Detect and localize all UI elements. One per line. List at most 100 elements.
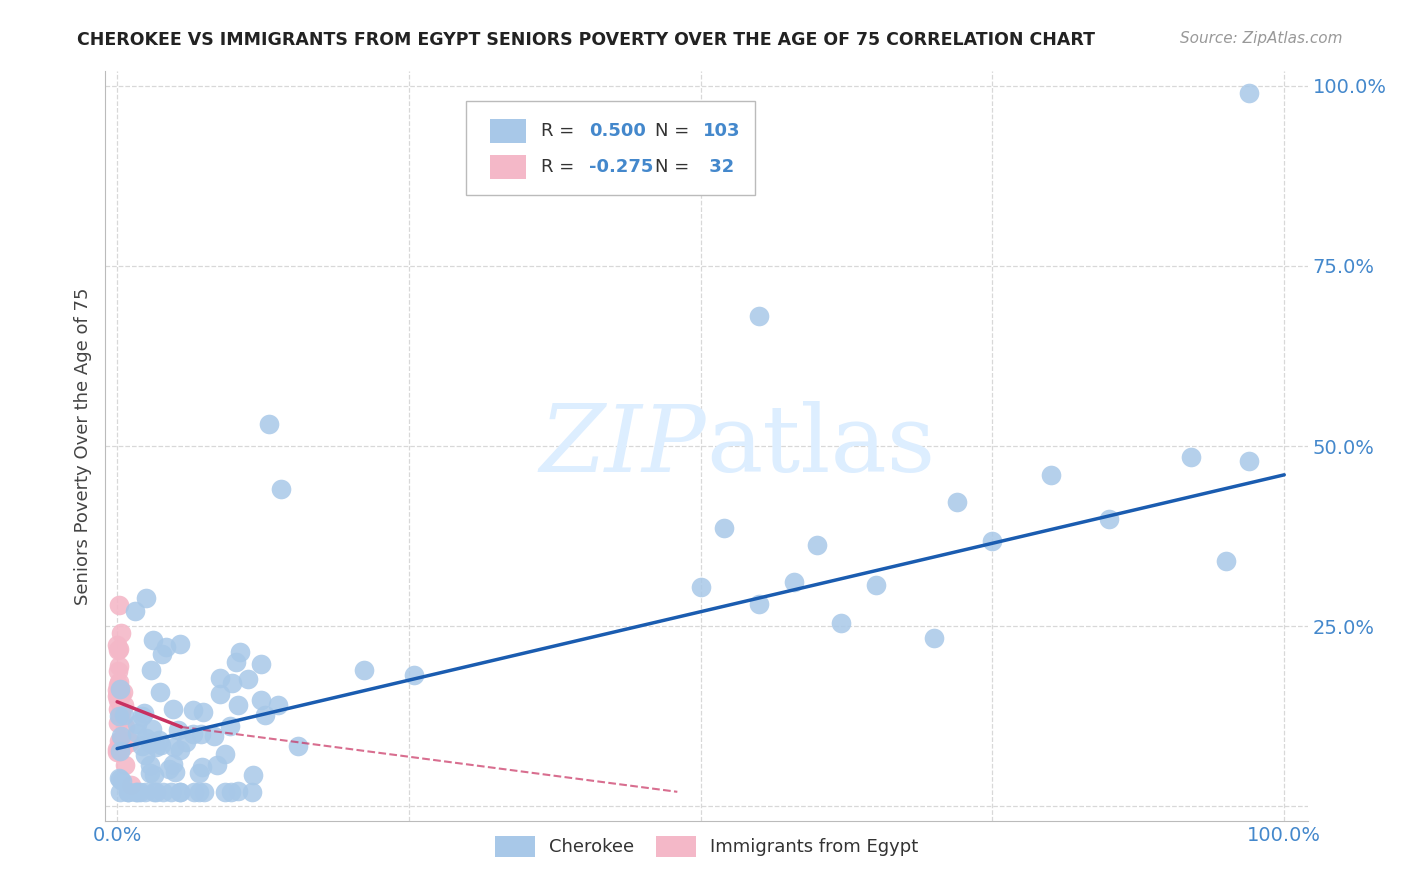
Point [865,578,887,592]
Y-axis label: Seniors Poverty Over the Age of 75: Seniors Poverty Over the Age of 75 [73,287,91,605]
Point [150,648,173,662]
Point [114,708,136,723]
Point [169,742,191,756]
Point [111,685,134,699]
Point [155,640,177,655]
Point [287,739,309,753]
Point [169,785,191,799]
Point [145,785,167,799]
Point [163,740,186,755]
Point [105,745,128,759]
Point [125,785,148,799]
Point [139,758,162,772]
Point [129,785,152,799]
Point [110,785,132,799]
Point [169,785,191,799]
Point [110,705,132,719]
Point [169,637,191,651]
Point [114,757,136,772]
Point [131,739,153,754]
Point [225,655,247,669]
Point [188,785,211,799]
Point [1237,86,1260,100]
Point [250,657,273,672]
Point [135,591,157,605]
Point [107,689,129,703]
Point [190,760,212,774]
Text: CHEROKEE VS IMMIGRANTS FROM EGYPT SENIORS POVERTY OVER THE AGE OF 75 CORRELATION: CHEROKEE VS IMMIGRANTS FROM EGYPT SENIOR… [77,31,1095,49]
Point [139,766,162,780]
Point [117,785,139,799]
Point [108,659,131,673]
Point [183,727,205,741]
Point [219,785,242,799]
Point [110,703,132,717]
Point [107,664,129,678]
Point [783,574,806,589]
Point [108,681,131,696]
Point [270,482,292,496]
Point [1237,454,1260,468]
Point [922,631,945,645]
Point [107,693,129,707]
Point [226,698,249,712]
Point [218,719,240,733]
Point [946,495,969,509]
Point [266,698,288,712]
Point [108,772,131,786]
Point [353,663,375,677]
Point [191,705,214,719]
Point [981,534,1004,549]
Point [145,739,167,754]
Point [214,785,236,799]
Point [108,709,131,723]
Point [121,778,143,792]
Point [107,689,129,703]
Point [157,762,180,776]
Legend: Cherokee, Immigrants from Egypt: Cherokee, Immigrants from Egypt [488,829,925,864]
Point [242,785,264,799]
FancyBboxPatch shape [467,102,755,195]
Point [149,738,172,752]
Point [110,732,132,747]
Point [162,702,184,716]
Point [830,616,852,631]
Point [112,698,135,712]
Point [249,692,271,706]
Point [159,785,181,799]
Point [108,598,131,612]
Point [107,688,129,702]
Text: atlas: atlas [707,401,936,491]
Point [111,739,134,754]
Point [209,687,232,701]
Point [118,735,141,749]
Point [131,708,153,723]
Point [134,785,156,799]
Point [107,702,129,716]
Point [134,706,156,720]
Point [257,417,280,432]
Point [713,521,735,535]
Point [167,723,190,738]
Point [110,688,132,702]
Point [139,736,162,750]
Point [748,598,770,612]
Point [105,682,128,697]
Text: 103: 103 [703,122,741,140]
Point [1215,554,1237,568]
Point [108,744,131,758]
Point [221,675,243,690]
Point [748,310,770,324]
Point [105,741,128,756]
Point [142,785,165,799]
Text: Source: ZipAtlas.com: Source: ZipAtlas.com [1180,31,1343,46]
Point [236,672,259,686]
Point [181,704,204,718]
Text: N =: N = [655,122,695,140]
Point [107,641,129,656]
Point [176,735,198,749]
Bar [491,120,526,144]
Point [108,733,131,747]
Point [110,729,132,743]
Point [111,773,134,788]
